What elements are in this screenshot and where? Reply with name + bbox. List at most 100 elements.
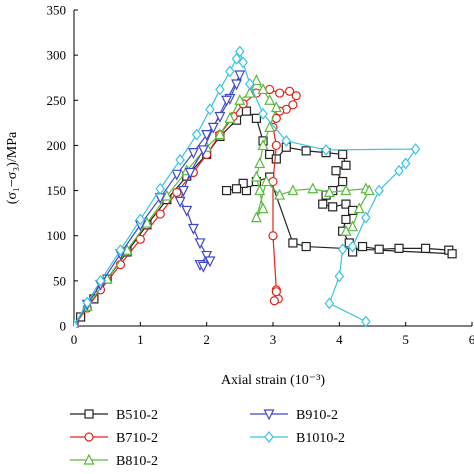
data-point: [214, 111, 226, 123]
data-point: [284, 86, 295, 96]
data-point: [194, 238, 206, 250]
legend-label: B810-2: [116, 454, 158, 469]
x-tick-label: 1: [137, 332, 144, 347]
legend-label: B510-2: [116, 408, 158, 423]
data-point: [174, 196, 186, 208]
data-point: [254, 184, 266, 196]
legend-label: B1010-2: [296, 431, 345, 446]
y-tick-label: 150: [47, 183, 67, 198]
x-tick-label: 3: [270, 332, 277, 347]
legend-marker: [264, 431, 274, 443]
legend-item: B1010-2: [250, 431, 345, 446]
data-point: [231, 79, 242, 91]
data-point: [374, 244, 384, 254]
data-point: [244, 86, 256, 98]
data-point: [187, 148, 199, 159]
legend-marker: [84, 432, 94, 442]
data-point: [291, 91, 301, 101]
data-point: [288, 238, 298, 248]
data-point: [258, 107, 268, 120]
y-axis-title: (σ₁−σ₃)/MPa: [5, 131, 20, 204]
series-layer: [74, 45, 457, 328]
y-tick-label: 100: [47, 228, 67, 243]
data-point: [281, 134, 292, 147]
data-point: [171, 169, 183, 181]
data-point: [301, 241, 311, 252]
data-point: [241, 106, 252, 116]
data-point: [197, 145, 209, 157]
data-point: [341, 199, 351, 209]
data-point: [215, 83, 225, 96]
data-point: [321, 143, 331, 156]
data-point: [191, 128, 202, 141]
data-point: [400, 157, 411, 170]
data-point: [74, 320, 79, 328]
data-point: [287, 184, 299, 196]
axes: [73, 10, 472, 327]
data-point: [410, 143, 421, 156]
data-point: [225, 65, 235, 78]
data-point: [340, 184, 352, 196]
x-tick-label: 0: [71, 332, 78, 347]
data-point: [347, 220, 359, 232]
data-point: [337, 243, 348, 256]
data-point: [234, 70, 246, 82]
legend-marker: [83, 453, 95, 465]
data-point: [269, 296, 279, 306]
data-point: [301, 146, 311, 156]
data-point: [254, 157, 266, 169]
data-point: [341, 214, 351, 225]
data-point: [420, 243, 431, 253]
data-point: [357, 241, 368, 252]
data-point: [221, 95, 233, 107]
data-point: [394, 164, 404, 177]
series-b910-2: [74, 70, 246, 328]
data-point: [264, 93, 276, 105]
data-point: [363, 184, 375, 196]
data-point: [235, 45, 245, 58]
data-point: [447, 249, 457, 259]
data-point: [161, 189, 173, 201]
y-tick-label: 50: [53, 273, 66, 288]
data-point: [204, 256, 216, 268]
data-point: [328, 202, 338, 212]
data-point: [260, 175, 272, 187]
data-point: [245, 78, 255, 90]
data-point: [341, 160, 351, 170]
x-axis-title: Axial strain (10⁻³): [221, 373, 325, 388]
data-point: [155, 182, 166, 195]
data-point: [175, 153, 185, 166]
legend-item: B510-2: [70, 408, 158, 423]
data-point: [271, 140, 281, 151]
y-tick-label: 300: [47, 48, 67, 63]
data-point: [135, 234, 145, 244]
data-point: [271, 154, 281, 164]
legend-item: B710-2: [70, 431, 158, 446]
data-point: [214, 128, 226, 140]
data-point: [238, 56, 248, 69]
data-point: [288, 100, 298, 110]
data-point: [201, 250, 213, 262]
y-tick-label: 350: [47, 3, 67, 18]
data-point: [184, 167, 196, 179]
data-point: [324, 297, 335, 310]
data-point: [187, 223, 199, 235]
x-tick-label: 5: [402, 332, 409, 347]
data-point: [177, 185, 189, 197]
data-point: [82, 296, 93, 309]
data-point: [250, 170, 262, 182]
data-point: [307, 182, 319, 194]
data-point: [231, 184, 242, 194]
data-point: [323, 186, 335, 197]
data-point: [95, 274, 106, 287]
data-point: [257, 83, 269, 95]
data-point: [331, 166, 341, 176]
data-point: [275, 88, 285, 98]
data-point: [201, 129, 213, 141]
data-point: [231, 52, 242, 65]
data-point: [205, 103, 215, 116]
data-point: [251, 113, 262, 123]
y-tick-label: 200: [47, 138, 67, 153]
data-point: [257, 202, 269, 214]
